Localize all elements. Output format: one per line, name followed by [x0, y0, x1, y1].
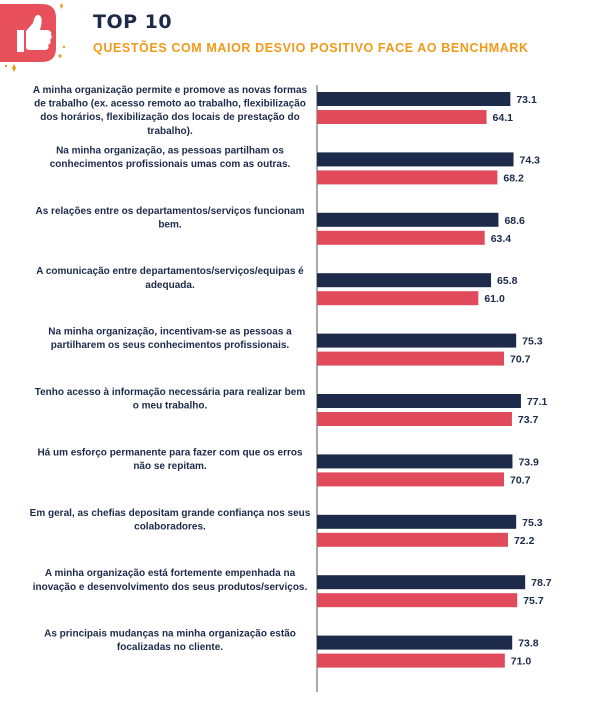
bar-organization [317, 92, 511, 106]
value-label: 74.3 [520, 154, 541, 166]
bar-organization [317, 333, 517, 348]
bar-organization [317, 454, 513, 469]
bar-benchmark [317, 412, 512, 426]
value-label: 64.1 [493, 112, 514, 124]
category-label: trabalho). [147, 126, 193, 137]
category-label: partilharem os seus conhecimentos profis… [51, 340, 290, 351]
value-label: 70.7 [510, 474, 531, 486]
category-labels: A minha organização permite e promove as… [30, 85, 311, 653]
bar-benchmark [317, 532, 508, 547]
category-label: colaboradores. [134, 521, 206, 532]
bar-benchmark [317, 653, 505, 668]
value-label: 75.3 [522, 336, 543, 348]
category-label: A minha organização está fortemente empe… [45, 568, 296, 579]
bar-organization [317, 394, 521, 408]
thumbs-up-icon [0, 3, 66, 72]
category-label: A comunicação entre departamentos/serviç… [36, 266, 304, 277]
value-label: 78.7 [531, 577, 552, 589]
category-label: inovação e desenvolvimento dos seus prod… [33, 582, 308, 593]
value-label: 72.2 [514, 535, 535, 547]
value-label: 68.2 [503, 172, 524, 184]
bar-benchmark [317, 230, 485, 245]
chart-title: TOP 10 [93, 11, 173, 33]
category-label: bem. [158, 219, 182, 230]
category-label: de trabalho (ex. acesso remoto ao trabal… [34, 99, 306, 110]
bar-benchmark [317, 170, 498, 185]
bar-organization [317, 514, 517, 529]
category-label: Na minha organização, incentivam-se as p… [48, 327, 292, 338]
category-label: Em geral, as chefias depositam grande co… [30, 508, 311, 519]
category-label: As principais mudanças na minha organiza… [44, 629, 296, 640]
value-label: 68.6 [504, 215, 525, 227]
bar-organization [317, 635, 513, 650]
value-label: 61.0 [484, 293, 505, 305]
chart-subtitle: QUESTÕES COM MAIOR DESVIO POSITIVO FACE … [93, 41, 529, 55]
bar-benchmark [317, 593, 518, 608]
value-label: 70.7 [510, 354, 531, 366]
bar-organization [317, 152, 514, 167]
bar-organization [317, 212, 499, 227]
bar-benchmark [317, 110, 487, 124]
category-label: o meu trabalho. [133, 401, 208, 412]
value-label: 65.8 [497, 275, 518, 287]
bar-benchmark [317, 472, 505, 487]
value-label: 73.7 [518, 414, 539, 426]
value-label: 71.0 [511, 656, 532, 668]
bar-organization [317, 273, 492, 288]
category-label: não se repitam. [133, 461, 207, 472]
bar-benchmark [317, 291, 479, 306]
category-label: adequada. [145, 280, 195, 291]
value-label: 73.1 [516, 94, 537, 106]
value-label: 73.9 [518, 456, 539, 468]
category-label: Há um esforço permanente para fazer com … [37, 447, 303, 458]
value-label: 75.7 [523, 595, 544, 607]
bar-organization [317, 575, 526, 590]
value-label: 77.1 [527, 396, 548, 408]
category-label: focalizadas no cliente. [117, 642, 223, 653]
category-label: A minha organização permite e promove as… [33, 85, 308, 96]
category-label: As relações entre os departamentos/servi… [36, 206, 305, 217]
category-label: Na minha organização, as pessoas partilh… [56, 145, 284, 156]
value-label: 75.3 [522, 517, 543, 529]
bars-group: 73.164.1 74.3 68.2 68.6 63.4 65.8 61.0 75.3 70.7… [317, 92, 552, 668]
category-label: Tenho acesso à informação necessária par… [35, 387, 306, 398]
bar-benchmark [317, 351, 505, 366]
category-label: conhecimentos profissionais umas com as … [50, 159, 291, 170]
value-label: 63.4 [491, 233, 512, 245]
value-label: 73.8 [518, 638, 539, 650]
category-label: dos horários, flexibilização dos locais … [40, 112, 300, 123]
